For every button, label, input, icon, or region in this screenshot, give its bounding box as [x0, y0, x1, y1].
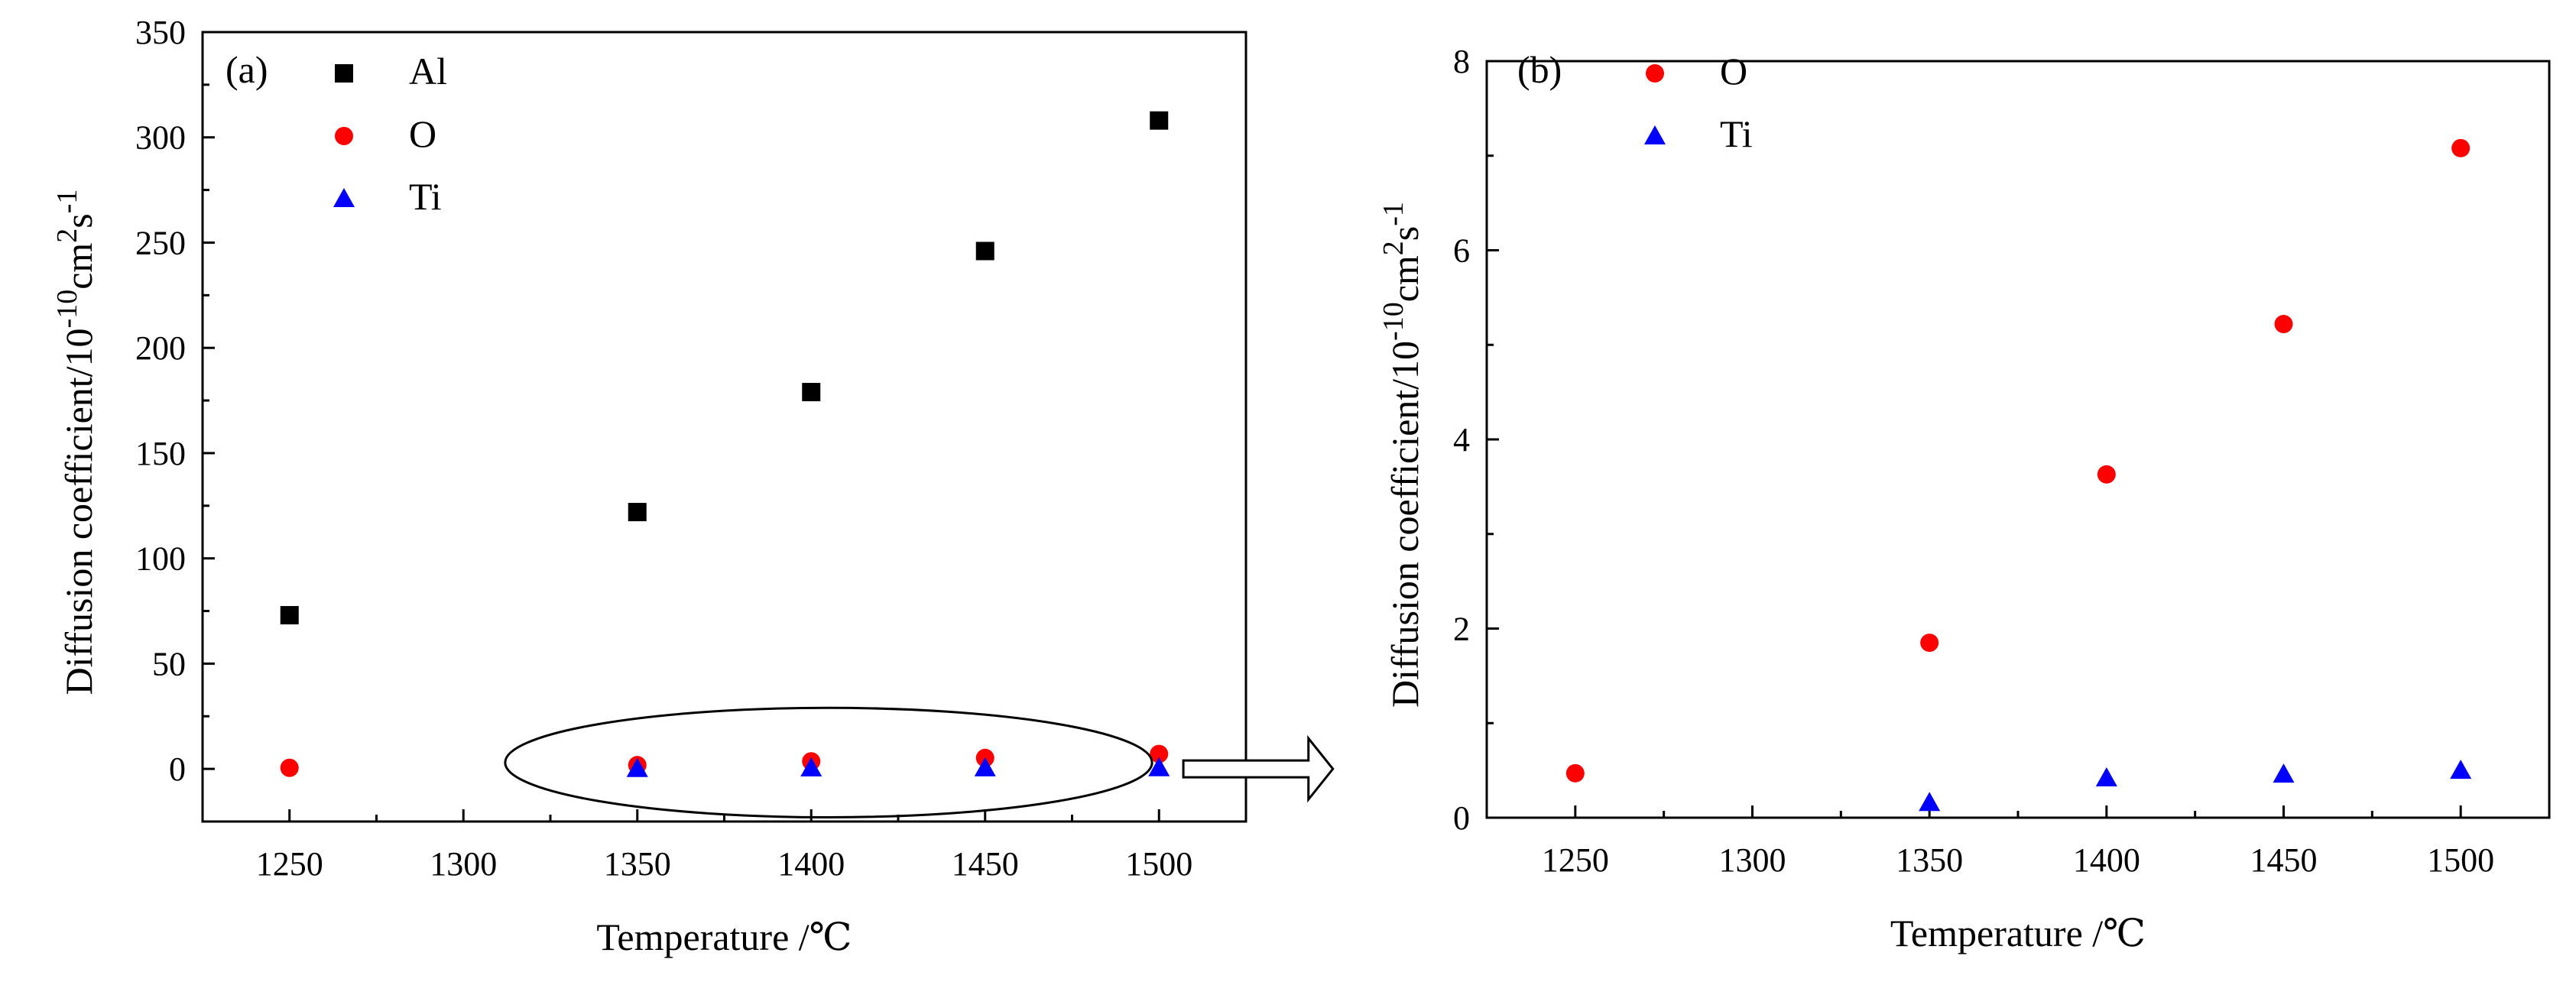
- x-tick-label: 1500: [2427, 841, 2494, 879]
- y-axis-label-text: s: [1384, 226, 1426, 241]
- data-point: [626, 757, 648, 777]
- legend-marker: [1646, 64, 1664, 83]
- x-tick-label: 1400: [777, 845, 845, 883]
- x-axis-label: Temperature /℃: [1890, 912, 2146, 954]
- data-point: [974, 757, 996, 776]
- zoom-arrow: [1182, 734, 1335, 803]
- chart-a: 1250 1300 1350 1400 1450 1500 0 50 100 150 200 250 3…: [51, 14, 1335, 958]
- legend-marker: [335, 127, 353, 145]
- x-tick-label: 1450: [2250, 841, 2318, 879]
- legend-label: Ti: [1720, 112, 1753, 155]
- legend-marker: [1644, 125, 1666, 144]
- y-tick-label: 2: [1453, 611, 1470, 648]
- data-point: [1920, 634, 1939, 653]
- y-axis-label-text: Diffusion coefficient/10: [57, 328, 100, 695]
- y-tick-label: 8: [1453, 43, 1470, 80]
- y-axis-label: Diffusion coefficient/10-10cm2s-1: [51, 190, 100, 695]
- y-tick-label: 100: [135, 540, 186, 578]
- chart-b: 1250 1300 1350 1400 1450 1500 0 2 4 6 8 Temperature…: [1377, 43, 2551, 954]
- legend-label: Al: [409, 50, 447, 92]
- data-point: [628, 503, 647, 522]
- y-tick-label: 0: [169, 750, 186, 788]
- legend-marker: [333, 188, 355, 207]
- y-axis-label-text: cm: [1384, 255, 1426, 302]
- y-axis-label-text: cm: [57, 243, 100, 290]
- y-tick-label: 200: [135, 329, 186, 367]
- legend-marker: [335, 64, 353, 83]
- data-point: [2273, 763, 2295, 783]
- y-tick-label: 0: [1453, 799, 1470, 837]
- y-axis-label-text: Diffusion coefficient/10: [1384, 341, 1426, 708]
- x-tick-label: 1500: [1125, 845, 1192, 883]
- panel-label: (a): [225, 48, 268, 91]
- y-tick-label: 4: [1453, 421, 1470, 459]
- x-tick-label: 1250: [1542, 841, 1609, 879]
- x-tick-label: 1250: [256, 845, 323, 883]
- panel-label: (b): [1517, 48, 1562, 91]
- y-axis-label-superscript: -1: [1377, 202, 1410, 226]
- y-axis-label-superscript: -10: [1377, 302, 1410, 341]
- data-point: [2097, 465, 2116, 484]
- y-tick-label: 6: [1453, 232, 1470, 270]
- plot-frame: [201, 31, 1247, 823]
- x-tick-label: 1300: [1719, 841, 1786, 879]
- data-point: [2095, 767, 2117, 787]
- data-point: [1148, 757, 1170, 776]
- data-point: [1150, 744, 1169, 763]
- x-tick-label: 1300: [430, 845, 497, 883]
- y-axis-label: Diffusion coefficient/10-10cm2s-1: [1377, 202, 1426, 708]
- x-tick-label: 1350: [604, 845, 671, 883]
- y-tick-label: 250: [135, 224, 186, 261]
- legend-label: O: [1720, 50, 1747, 92]
- data-point: [1565, 763, 1585, 783]
- data-point: [2450, 760, 2472, 779]
- data-point: [280, 758, 299, 777]
- highlight-ellipse: [504, 706, 1153, 818]
- legend-label: Ti: [409, 175, 442, 218]
- x-tick-label: 1350: [1896, 841, 1963, 879]
- y-axis-label-superscript: 2: [1377, 241, 1410, 255]
- y-tick-label: 150: [135, 435, 186, 472]
- data-point: [2274, 315, 2293, 334]
- y-tick-label: 50: [152, 645, 186, 682]
- legend-label: O: [409, 112, 436, 155]
- data-point: [975, 241, 994, 261]
- data-point: [1150, 111, 1169, 130]
- y-axis-label-superscript: -1: [51, 190, 83, 214]
- x-tick-label: 1450: [952, 845, 1019, 883]
- plot-frame: [1485, 60, 2551, 819]
- y-axis-label-text: s: [57, 213, 100, 228]
- y-axis-label-superscript: 2: [51, 228, 83, 243]
- x-axis-label: Temperature /℃: [596, 916, 852, 958]
- data-point: [800, 757, 822, 777]
- data-point: [802, 383, 821, 402]
- y-axis-label-superscript: -10: [51, 290, 83, 329]
- data-point: [280, 606, 299, 625]
- data-point: [1919, 792, 1941, 812]
- y-tick-label: 350: [135, 14, 186, 51]
- y-tick-label: 300: [135, 119, 186, 157]
- x-tick-label: 1400: [2073, 841, 2140, 879]
- data-point: [2451, 138, 2471, 157]
